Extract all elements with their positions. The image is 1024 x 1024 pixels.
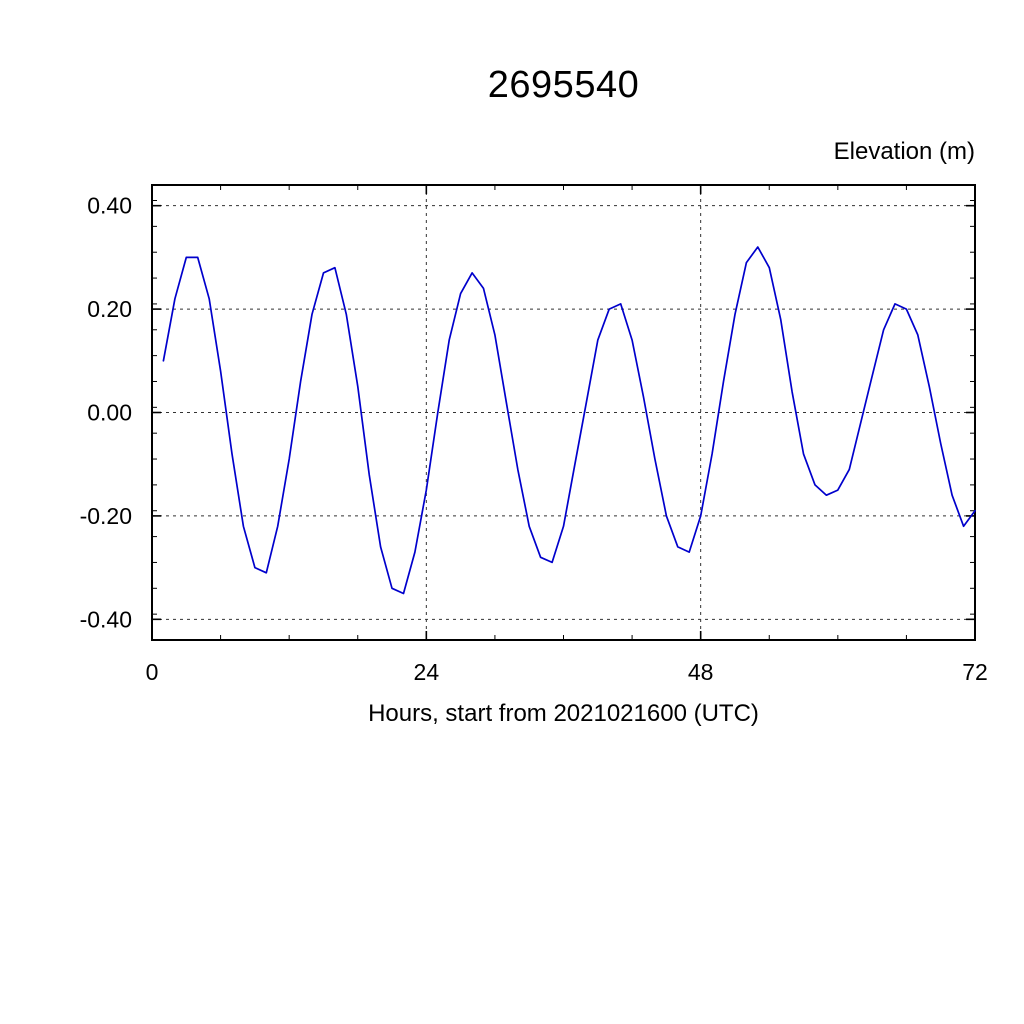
plot-border — [151, 184, 976, 641]
x-tick-label: 24 — [414, 659, 440, 685]
x-tick-label: 0 — [146, 659, 159, 685]
x-tick-label: 72 — [962, 659, 988, 685]
x-tick-label: 48 — [688, 659, 714, 685]
y-tick-label: -0.40 — [80, 606, 132, 632]
y-tick-label: 0.20 — [87, 296, 132, 322]
elevation-line — [162, 246, 976, 595]
y-axis-label: Elevation (m) — [833, 138, 975, 165]
x-axis-label: Hours, start from 2021021600 (UTC) — [368, 700, 759, 727]
y-tick-label: 0.00 — [87, 400, 132, 426]
y-tick-label: -0.20 — [80, 503, 132, 529]
chart-svg: 0.40 0.20 0.00 -0.20 -0.40 0 24 48 72 — [80, 184, 988, 685]
chart-title: 2695540 — [487, 64, 640, 106]
chart-canvas: 0.40 0.20 0.00 -0.20 -0.40 0 24 48 72 — [80, 184, 988, 685]
y-tick-label: 0.40 — [87, 193, 132, 219]
